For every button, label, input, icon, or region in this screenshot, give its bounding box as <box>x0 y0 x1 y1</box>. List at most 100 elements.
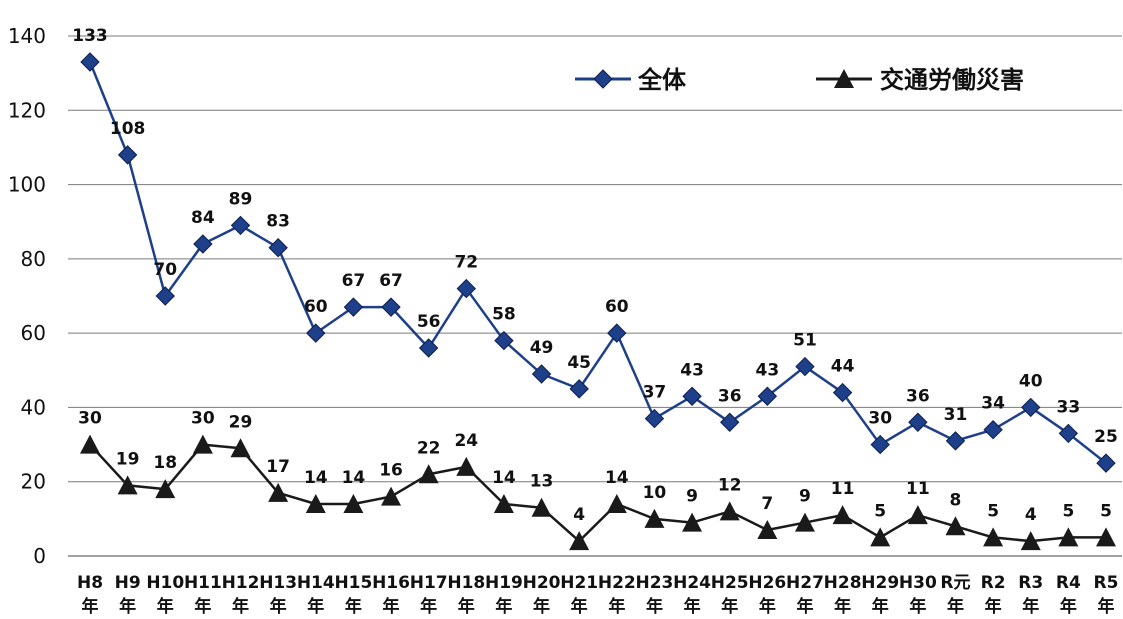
data-label-total: 56 <box>417 312 441 332</box>
data-label-traffic: 8 <box>950 490 962 510</box>
data-label-traffic: 18 <box>153 453 177 473</box>
legend-diamond-icon <box>593 69 613 89</box>
x-tick-label: H10 <box>146 573 184 593</box>
x-tick-label: R3 <box>1018 573 1043 593</box>
x-tick-label-suffix: 年 <box>646 596 663 617</box>
point-total <box>607 323 627 343</box>
y-tick-label: 100 <box>8 173 46 197</box>
point-total <box>155 286 175 306</box>
point-traffic <box>644 508 665 528</box>
x-tick-label-suffix: 年 <box>82 596 99 617</box>
point-traffic <box>343 494 364 513</box>
data-label-total: 60 <box>605 297 629 317</box>
x-tick-label-suffix: 年 <box>684 596 701 617</box>
point-total <box>193 234 213 254</box>
point-traffic <box>1096 527 1116 547</box>
data-label-traffic: 22 <box>417 438 441 458</box>
data-label-traffic: 5 <box>987 501 999 521</box>
data-label-traffic: 14 <box>342 468 366 488</box>
x-tick-label: H19 <box>485 573 523 593</box>
point-total <box>268 238 288 258</box>
x-tick-label-suffix: 年 <box>872 596 889 617</box>
point-total <box>945 431 966 451</box>
data-label-traffic: 12 <box>718 475 742 495</box>
data-label-traffic: 7 <box>761 494 773 514</box>
data-label-total: 58 <box>492 305 516 325</box>
x-tick-label-suffix: 年 <box>1022 596 1039 617</box>
x-tick-label-suffix: 年 <box>194 596 211 617</box>
x-tick-label: H15 <box>334 573 372 593</box>
point-traffic <box>719 501 740 521</box>
data-label-total: 45 <box>567 353 591 373</box>
y-tick-label: 40 <box>21 395 46 419</box>
point-traffic <box>305 494 326 513</box>
data-label-traffic: 4 <box>573 505 585 525</box>
data-label-total: 30 <box>868 409 892 429</box>
point-traffic <box>230 438 251 458</box>
data-label-total: 43 <box>680 360 704 380</box>
data-label-total: 37 <box>643 383 667 403</box>
x-tick-label: H9 <box>115 573 141 593</box>
point-traffic <box>1020 531 1041 551</box>
data-label-traffic: 9 <box>686 487 698 507</box>
point-total <box>494 330 514 351</box>
point-total <box>832 382 853 403</box>
x-tick-label: H17 <box>410 573 448 593</box>
y-tick-label: 20 <box>21 470 46 494</box>
x-tick-label: R5 <box>1094 573 1119 593</box>
x-tick-label: H30 <box>899 573 937 593</box>
point-traffic <box>569 531 590 551</box>
point-traffic <box>493 494 514 513</box>
point-total <box>1096 453 1116 473</box>
data-label-traffic: 10 <box>643 483 667 503</box>
point-total <box>870 434 890 455</box>
data-label-total: 33 <box>1057 397 1081 417</box>
x-tick-label-suffix: 年 <box>1098 596 1115 617</box>
data-label-traffic: 24 <box>454 431 478 451</box>
x-tick-label-suffix: 年 <box>947 596 964 617</box>
x-tick-label: H8 <box>77 573 103 593</box>
x-tick-label: H22 <box>598 573 636 593</box>
point-traffic <box>606 494 627 513</box>
x-tick-label-suffix: 年 <box>119 596 136 617</box>
data-label-total: 43 <box>755 360 779 380</box>
data-label-traffic: 5 <box>1062 501 1074 521</box>
x-tick-label-suffix: 年 <box>307 596 324 617</box>
x-tick-label: R元 <box>940 573 970 593</box>
data-label-traffic: 11 <box>831 479 855 499</box>
point-total <box>1021 397 1041 418</box>
data-label-traffic: 9 <box>799 487 811 507</box>
x-tick-label-suffix: 年 <box>232 596 249 617</box>
point-traffic <box>870 527 891 547</box>
data-label-traffic: 16 <box>379 461 403 481</box>
point-traffic <box>983 527 1004 547</box>
x-tick-label: H28 <box>824 573 862 593</box>
point-traffic <box>531 497 552 517</box>
data-label-traffic: 14 <box>605 468 629 488</box>
y-tick-label: 80 <box>21 247 46 271</box>
point-total <box>719 412 740 432</box>
data-label-total: 67 <box>342 271 366 291</box>
x-tick-label-suffix: 年 <box>458 596 475 617</box>
x-tick-label-suffix: 年 <box>759 596 776 617</box>
data-label-total: 51 <box>793 331 817 351</box>
data-label-total: 72 <box>454 253 478 273</box>
point-total <box>343 297 364 317</box>
x-tick-label: H11 <box>184 573 222 593</box>
y-tick-label: 60 <box>21 321 46 345</box>
x-tick-label: H21 <box>560 573 598 593</box>
data-label-traffic: 4 <box>1025 505 1037 525</box>
x-tick-label-suffix: 年 <box>985 596 1002 617</box>
data-label-total: 108 <box>110 119 146 139</box>
point-traffic <box>418 464 439 484</box>
point-traffic <box>80 434 100 454</box>
point-traffic <box>155 479 176 499</box>
point-total <box>531 364 552 384</box>
data-label-traffic: 14 <box>304 468 328 488</box>
data-label-traffic: 5 <box>1100 501 1112 521</box>
y-tick-label: 0 <box>33 544 46 568</box>
point-total <box>456 278 477 299</box>
y-tick-label: 120 <box>8 98 46 122</box>
x-tick-label-suffix: 年 <box>909 596 926 617</box>
